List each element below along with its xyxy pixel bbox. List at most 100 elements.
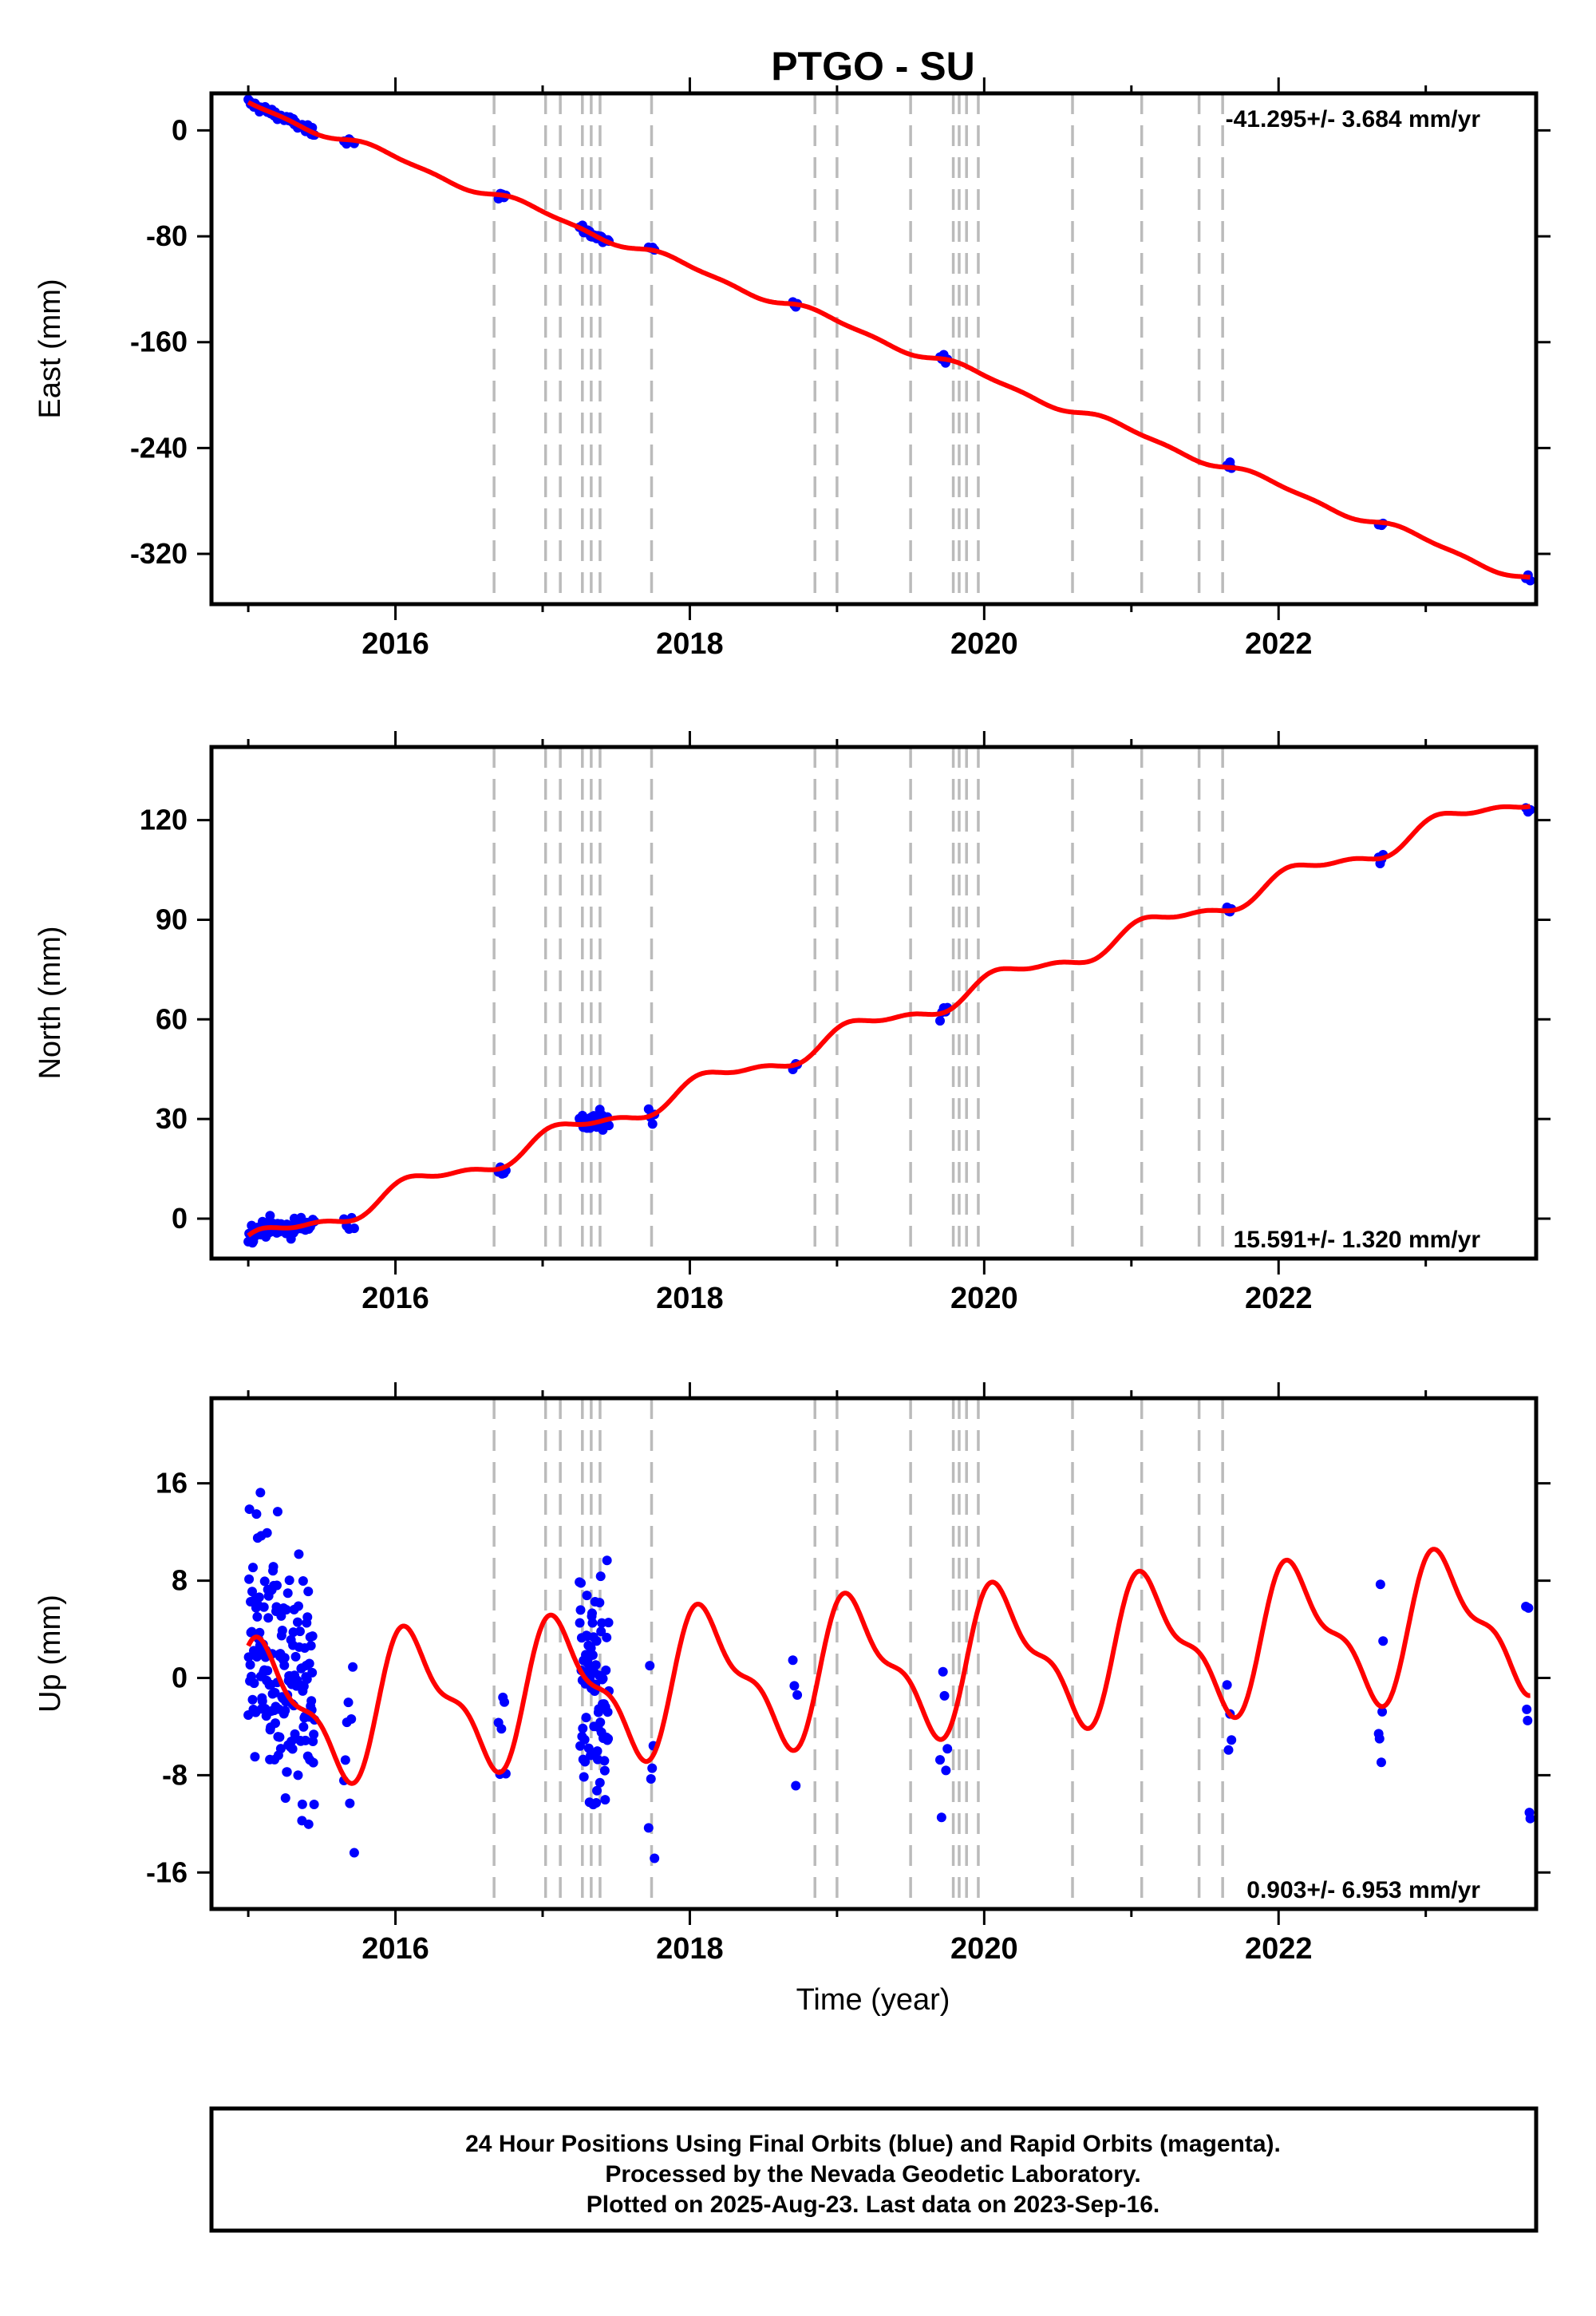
y-tick-label: 120	[140, 804, 188, 836]
velocity-label-north: 15.591+/- 1.320 mm/yr	[1234, 1227, 1481, 1253]
data-point	[1374, 1733, 1385, 1744]
data-point	[598, 1674, 608, 1684]
data-point	[575, 1605, 586, 1615]
data-point	[275, 1744, 286, 1754]
y-tick-label: -240	[130, 431, 188, 464]
data-point	[249, 1678, 259, 1689]
data-point	[271, 1580, 282, 1591]
data-point	[1376, 1757, 1386, 1768]
data-point	[942, 1744, 953, 1754]
data-point	[298, 1576, 308, 1587]
data-point	[250, 1752, 260, 1762]
velocity-label-up: 0.903+/- 6.953 mm/yr	[1246, 1877, 1480, 1903]
data-points-up	[243, 1488, 1535, 1863]
data-point	[292, 1617, 302, 1627]
panel-north: 0 30 60 90 120 2016 2018 2020 2022 North (mm) 15.5…	[34, 731, 1551, 1315]
data-point	[647, 1119, 658, 1129]
data-point	[298, 1721, 309, 1732]
data-point	[294, 1549, 304, 1559]
y-tick-label: -160	[130, 326, 188, 358]
data-point	[935, 1755, 945, 1765]
data-point	[1522, 1704, 1532, 1714]
data-point	[1523, 1603, 1534, 1613]
data-point	[306, 1696, 317, 1706]
data-point	[591, 1660, 601, 1670]
data-point	[280, 1793, 290, 1804]
data-point	[275, 1732, 285, 1742]
data-point	[345, 1798, 355, 1808]
footer-box	[209, 2106, 1539, 2233]
data-point	[270, 1688, 280, 1698]
data-point	[595, 1598, 605, 1608]
data-point	[791, 1780, 801, 1791]
data-point	[294, 1626, 305, 1637]
y-tick-label: 8	[172, 1564, 188, 1597]
data-point	[647, 1763, 658, 1773]
data-point	[591, 1636, 602, 1646]
data-point	[303, 1587, 314, 1597]
model-line-north	[247, 804, 1531, 1238]
data-point	[309, 1729, 319, 1740]
y-tick-label: 0	[172, 113, 188, 146]
data-point	[496, 1724, 507, 1734]
data-point	[941, 1765, 951, 1776]
data-point	[1525, 1813, 1535, 1824]
data-point	[251, 1509, 262, 1520]
data-point	[282, 1767, 292, 1777]
footer-line-1: 24 Hour Positions Using Final Orbits (bl…	[465, 2131, 1281, 2157]
data-point	[244, 1504, 255, 1515]
y-axis-label-up: Up (mm)	[34, 1595, 67, 1713]
y-tick-label: 30	[156, 1102, 188, 1135]
x-tick-label: 2016	[361, 1282, 429, 1315]
data-point	[587, 1650, 598, 1660]
data-point	[290, 1651, 301, 1662]
data-point	[595, 1777, 605, 1788]
data-point	[303, 1819, 314, 1829]
data-point	[308, 1757, 318, 1768]
data-point	[602, 1707, 613, 1717]
data-point	[575, 1578, 586, 1588]
y-axis-label-east: East (mm)	[34, 279, 67, 418]
data-point	[265, 1211, 275, 1221]
data-point	[280, 1705, 290, 1716]
data-point	[601, 1665, 611, 1675]
data-point	[343, 1697, 354, 1708]
x-tick-label: 2020	[950, 1932, 1018, 1966]
data-point	[591, 1797, 602, 1808]
data-point	[245, 1659, 255, 1670]
data-point	[268, 1562, 279, 1572]
data-point	[599, 1756, 610, 1766]
data-point	[1222, 1680, 1232, 1690]
data-point	[247, 1626, 257, 1637]
data-point	[252, 1611, 263, 1622]
data-point	[254, 1592, 264, 1603]
data-point	[263, 1613, 274, 1623]
data-point	[282, 1588, 293, 1599]
data-point	[307, 1631, 318, 1642]
x-tick-label: 2018	[656, 627, 724, 661]
data-point	[1227, 1735, 1237, 1745]
data-point	[595, 1717, 606, 1728]
data-point	[935, 1016, 945, 1026]
data-point	[277, 1625, 287, 1635]
plot-frame	[209, 91, 1539, 607]
data-point	[262, 1528, 272, 1538]
data-point	[645, 1661, 655, 1671]
data-point	[243, 1652, 254, 1662]
data-point	[349, 1848, 359, 1858]
data-point	[1377, 1706, 1388, 1717]
x-tick-label: 2016	[361, 1932, 429, 1966]
data-point	[293, 1770, 303, 1780]
x-tick-label: 2022	[1245, 1932, 1313, 1966]
x-tick-label: 2020	[950, 627, 1018, 661]
data-point	[272, 1507, 282, 1517]
panel-east: 0 -80 -160 -240 -320 2016 2018 2020 2022 East (mm…	[34, 77, 1551, 661]
y-tick-label: 0	[172, 1661, 188, 1694]
x-tick-label: 2020	[950, 1282, 1018, 1315]
data-point	[603, 1733, 614, 1744]
data-point	[248, 1563, 259, 1573]
data-point	[244, 1574, 255, 1584]
x-axis-label: Time (year)	[796, 1983, 950, 2017]
y-tick-label: -80	[146, 219, 188, 252]
model-line-east	[247, 100, 1531, 580]
